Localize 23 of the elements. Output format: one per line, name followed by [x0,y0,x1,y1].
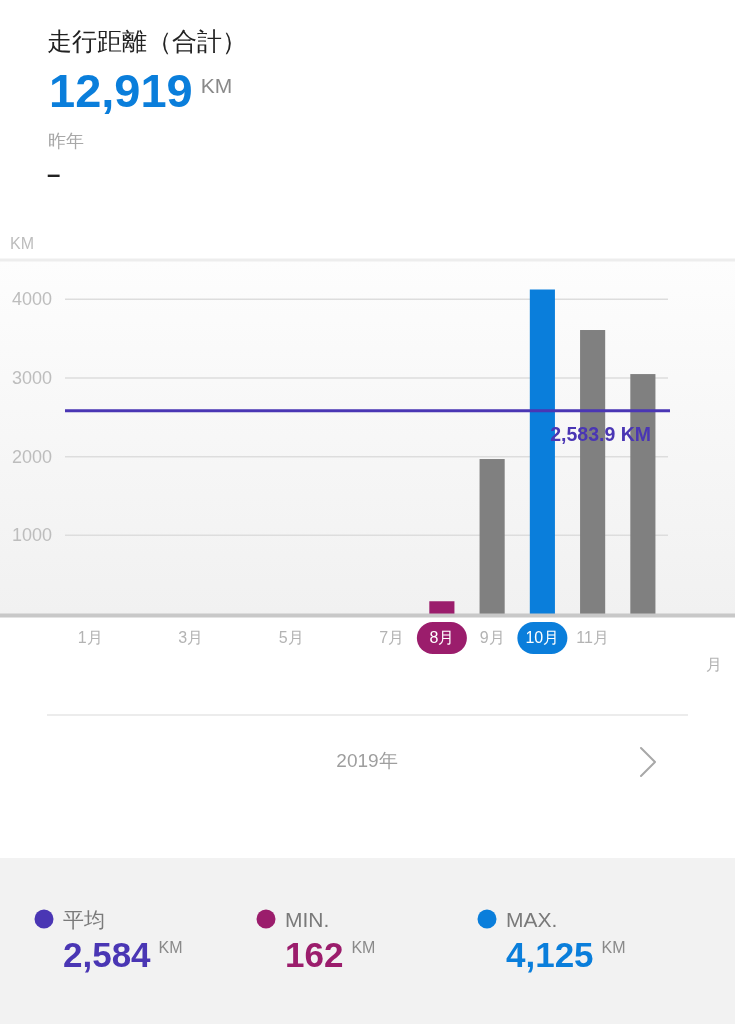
xlabel: 月 [706,656,722,673]
xtick: 7月 [379,629,405,646]
card-value: 4,125 KM [506,935,626,974]
card-label: MIN. [285,908,330,931]
title: 走行距離（合計） [47,27,247,55]
last-year-label: 昨年 [48,131,84,151]
xtick: 10月 [525,629,560,646]
card-value: 162 KM [285,935,376,974]
last-year-value: – [47,160,61,187]
xtick: 5月 [278,629,304,646]
card-label: MAX. [506,908,558,931]
ytick: 4000 [12,289,53,310]
card-value: 2,584 KM [63,935,183,974]
xtick: 1月 [77,629,103,646]
xtick: 3月 [178,629,204,646]
xtick: 8月 [429,629,455,646]
xtick: 9月 [479,629,505,646]
ytick: 3000 [12,368,53,388]
ytick: 2000 [12,446,53,467]
year: 2019年 [336,750,398,771]
ylabel: KM [10,235,34,252]
xtick: 11月 [576,629,609,646]
card-label: 平均 [63,908,105,931]
